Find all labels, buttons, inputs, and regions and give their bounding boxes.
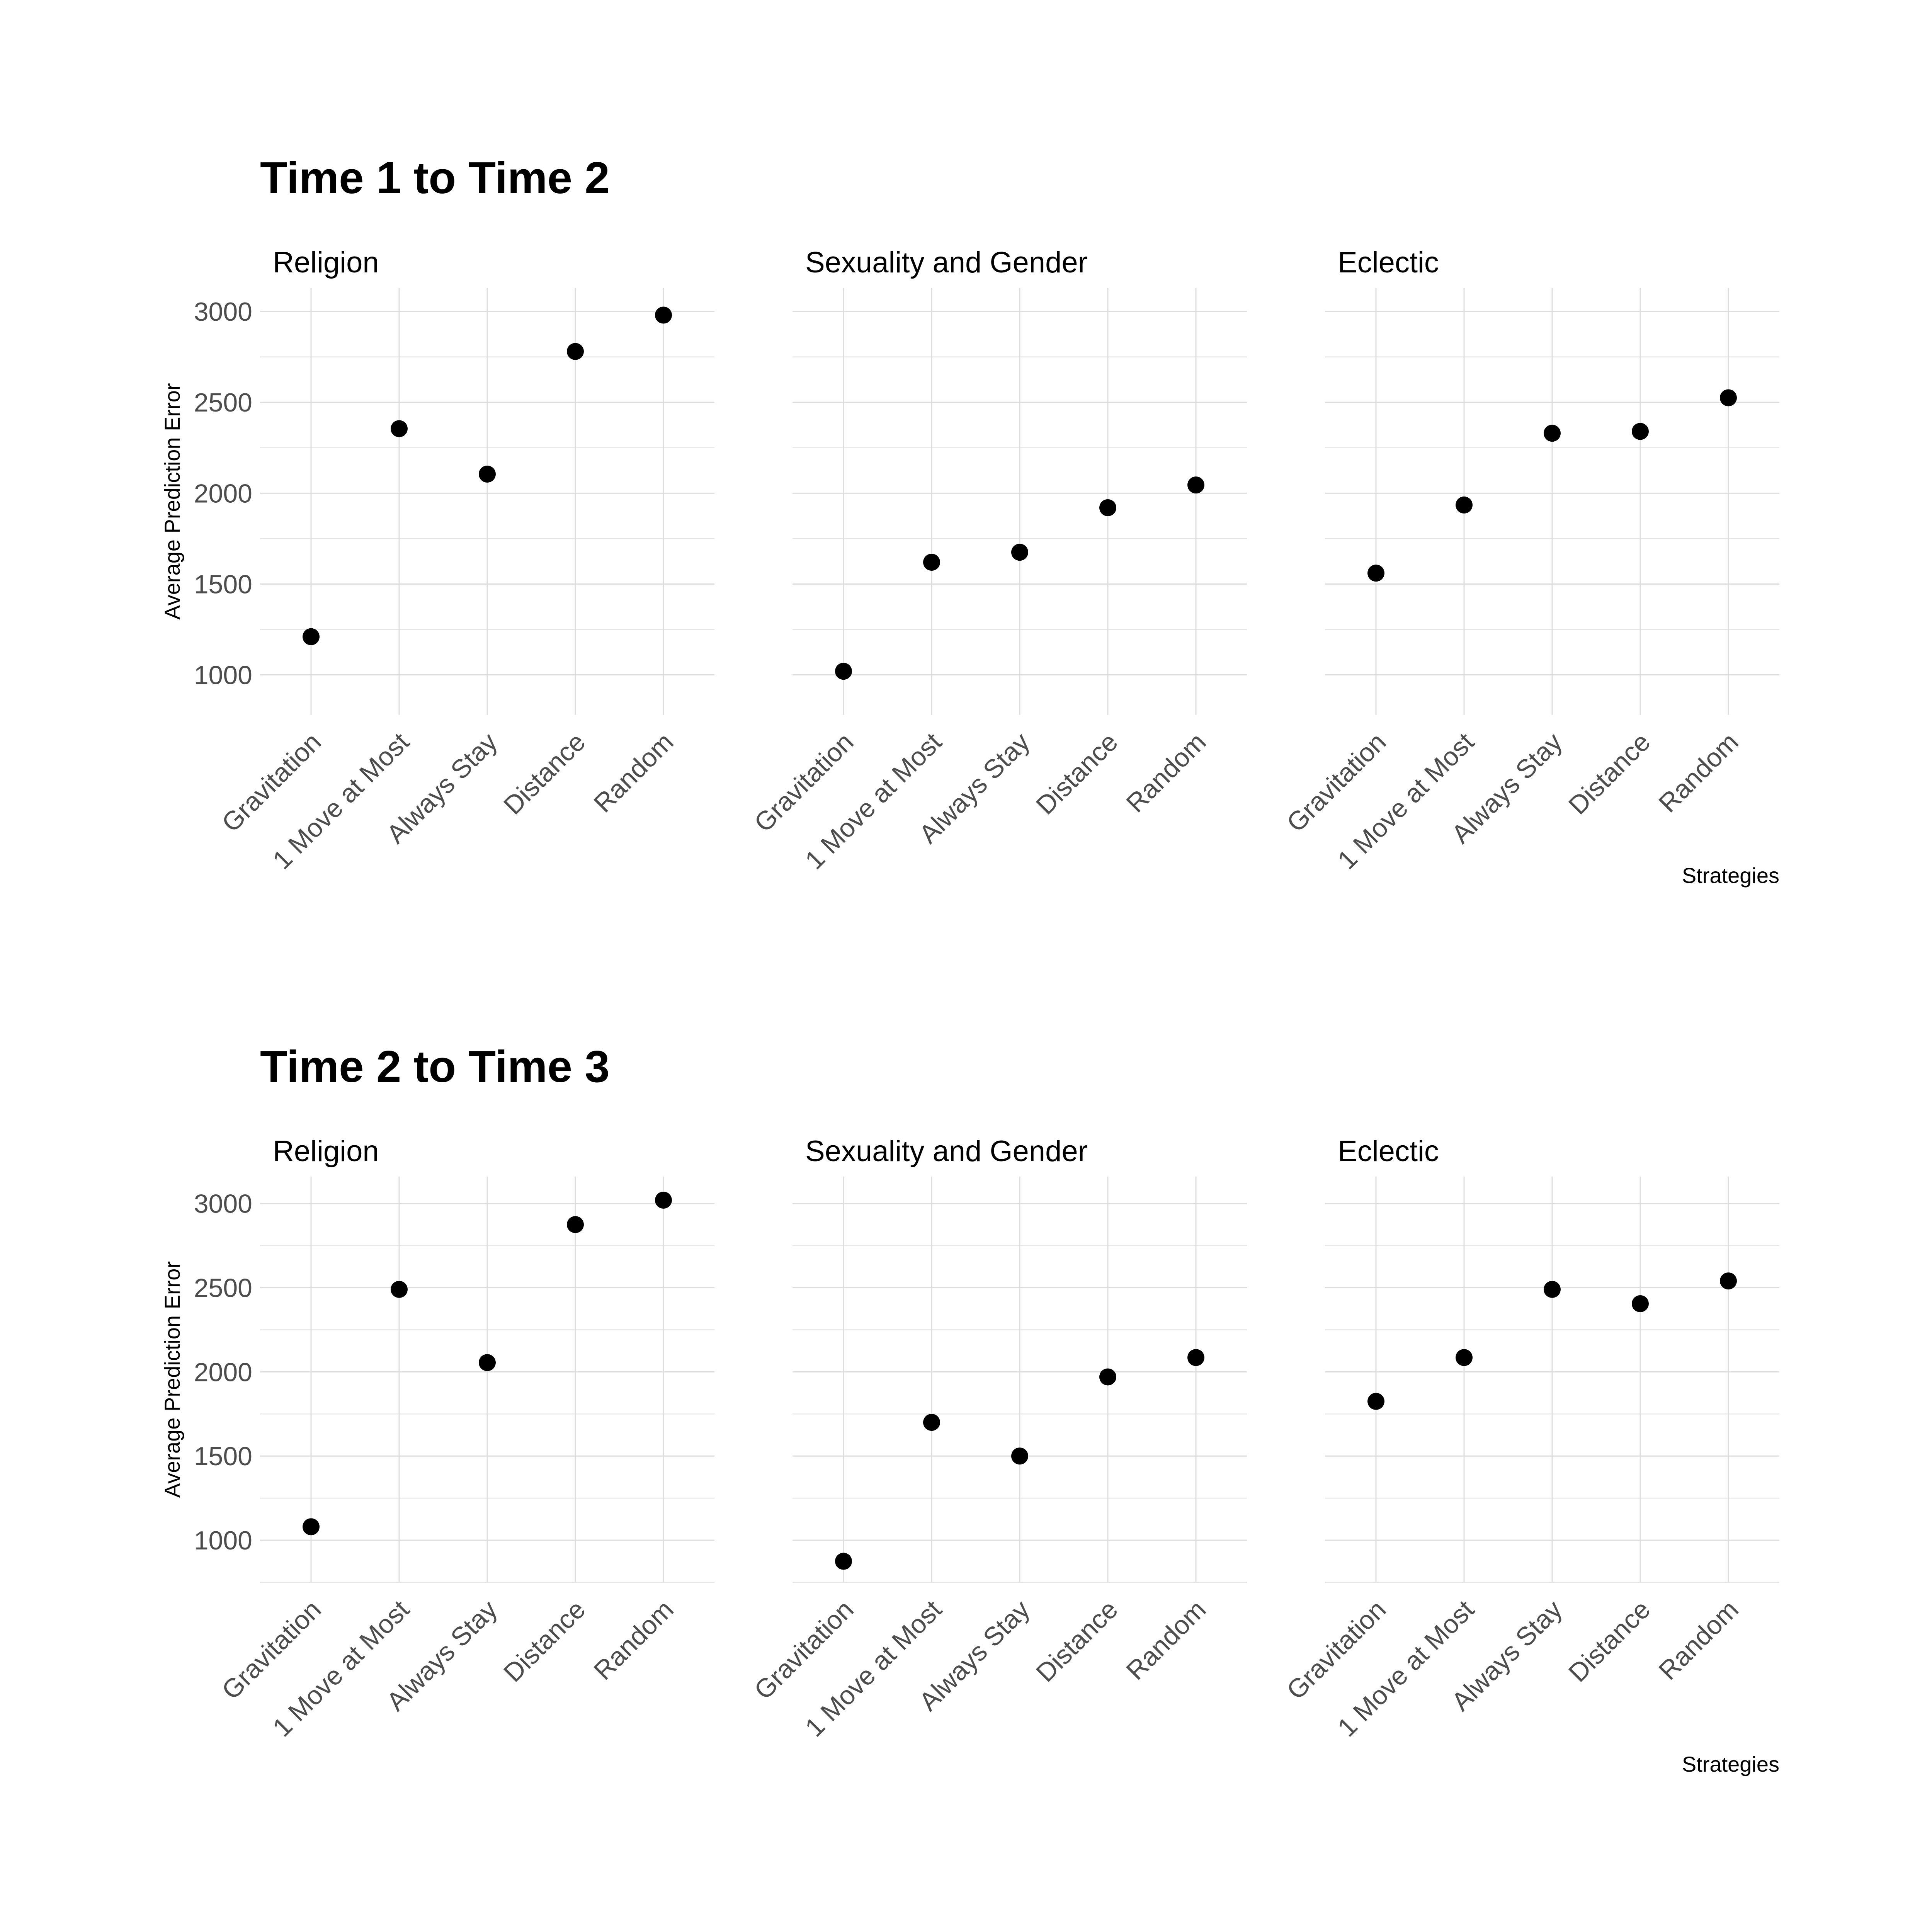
data-point	[391, 1281, 408, 1298]
data-point	[1187, 476, 1204, 494]
x-tick-label: Distance	[1563, 727, 1656, 820]
y-tick-label: 2500	[194, 1274, 252, 1303]
chart-row-1: Time 1 to Time 2 Average Prediction Error…	[160, 153, 1779, 888]
data-point	[567, 343, 584, 360]
chart-row-2: Time 2 to Time 3 Average Prediction Error…	[160, 1041, 1779, 1776]
data-point	[1011, 544, 1028, 561]
x-tick-label: Distance	[1031, 727, 1124, 820]
y-tick-label: 3000	[194, 1189, 252, 1219]
x-tick-label: Distance	[1563, 1595, 1656, 1688]
data-point	[303, 628, 320, 645]
y-tick-label: 3000	[194, 297, 252, 327]
data-point	[655, 306, 672, 324]
y-tick-label: 2500	[194, 388, 252, 417]
x-tick-label: Distance	[498, 727, 591, 820]
y-tick-label: 2000	[194, 1357, 252, 1387]
data-point	[1632, 1295, 1649, 1312]
x-tick-label: Distance	[498, 1595, 591, 1688]
data-point	[1099, 1368, 1116, 1386]
data-point	[1456, 1349, 1473, 1366]
data-point	[1720, 389, 1737, 406]
y-tick-label: 1000	[194, 661, 252, 690]
y-tick-label: 1500	[194, 570, 252, 599]
data-point	[1544, 425, 1561, 442]
data-point	[1367, 1393, 1384, 1410]
y-axis-title: Average Prediction Error	[160, 1261, 184, 1498]
y-tick-label: 1500	[194, 1442, 252, 1471]
x-tick-label: Random	[1653, 1595, 1744, 1685]
chart-title: Time 2 to Time 3	[260, 1041, 610, 1092]
data-point	[1187, 1349, 1204, 1366]
facet-title: Sexuality and Gender	[805, 1135, 1088, 1168]
data-point	[567, 1216, 584, 1233]
x-tick-label: Random	[1121, 727, 1211, 818]
facet-title: Religion	[273, 1135, 379, 1168]
facet-title: Eclectic	[1338, 246, 1439, 279]
y-tick-label: 2000	[194, 479, 252, 508]
x-tick-label: Random	[1121, 1595, 1211, 1685]
data-point	[835, 1553, 852, 1570]
facet-title: Religion	[273, 246, 379, 279]
data-point	[1367, 565, 1384, 582]
y-tick-label: 1000	[194, 1526, 252, 1555]
x-tick-label: Random	[1653, 727, 1744, 818]
data-point	[479, 465, 496, 483]
x-tick-label: Random	[588, 727, 679, 818]
x-tick-label: Distance	[1031, 1595, 1124, 1688]
data-point	[835, 663, 852, 680]
data-point	[479, 1354, 496, 1371]
data-point	[923, 554, 940, 571]
x-tick-label: Random	[588, 1595, 679, 1685]
data-point	[303, 1518, 320, 1536]
x-axis-title: Strategies	[1682, 863, 1779, 888]
data-point	[1099, 499, 1116, 516]
data-point	[655, 1191, 672, 1209]
facet-title: Sexuality and Gender	[805, 246, 1088, 279]
data-point	[1632, 423, 1649, 440]
data-point	[1456, 496, 1473, 514]
x-axis-title: Strategies	[1682, 1752, 1779, 1776]
data-point	[923, 1414, 940, 1431]
facet-panel-1: Religion10001500200025003000Gravitation1…	[194, 246, 714, 875]
facet-title: Eclectic	[1338, 1135, 1439, 1168]
data-point	[1011, 1447, 1028, 1465]
data-point	[391, 420, 408, 437]
data-point	[1720, 1272, 1737, 1290]
chart-title: Time 1 to Time 2	[260, 153, 610, 203]
y-axis-title: Average Prediction Error	[160, 383, 184, 619]
data-point	[1544, 1281, 1561, 1298]
facet-panel-1: Religion10001500200025003000Gravitation1…	[194, 1135, 714, 1742]
